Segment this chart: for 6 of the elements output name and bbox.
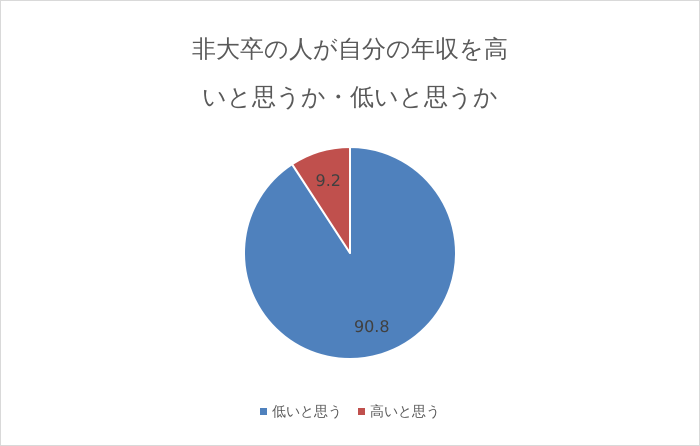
legend-label: 低いと思う	[272, 404, 342, 420]
pie-slice	[243, 146, 457, 360]
data-label: 90.8	[354, 317, 390, 336]
data-label: 9.2	[316, 170, 341, 190]
title: 非大卒の人が自分の年収を高いと思うか・低いと思うか	[192, 35, 508, 111]
legend-label: 高いと思う	[370, 404, 440, 420]
